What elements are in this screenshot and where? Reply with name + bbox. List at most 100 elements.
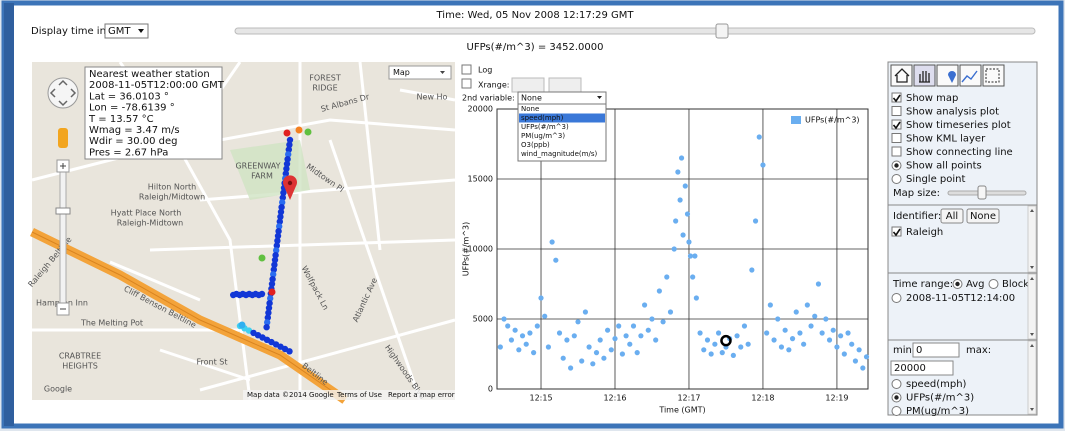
info-line: Wmag = 3.47 m/s [89,125,180,136]
time-slider-handle[interactable] [715,23,729,39]
scatter-point [497,344,503,350]
variable-radio[interactable] [891,406,902,416]
scatter-point [508,337,515,343]
scrollbar[interactable] [1027,340,1037,415]
track-dot [272,252,279,259]
scatter-point [604,327,611,333]
check-mark [892,228,901,237]
map-label: HEIGHTS [62,362,98,371]
scatter-point [534,323,540,329]
scatter-point [593,350,600,356]
xrange-max[interactable] [548,77,582,93]
time-item-radio[interactable] [891,293,902,303]
scrollbar[interactable] [1027,205,1037,273]
option-checkbox[interactable] [891,92,902,103]
scatter-point [782,327,788,333]
scatter-point [516,347,522,353]
option-checkbox[interactable] [891,133,902,143]
block-radio[interactable] [988,279,999,289]
dropdown-option[interactable]: wind_magnitude(m/s) [521,150,597,158]
map-size-slider[interactable] [947,190,1027,196]
scatter-point [778,344,785,350]
scatter-point [608,347,614,353]
radio-dot [894,395,899,400]
time-item: 2008-11-05T12:14:00 [906,293,1015,304]
track-dot [295,126,303,134]
variable-radio[interactable] [891,379,902,389]
xrange-checkbox[interactable] [461,78,472,89]
option-checkbox[interactable] [891,146,902,157]
track-dot [282,170,289,177]
x-axis-label: Time (GMT) [658,406,705,415]
scatter-point [616,323,622,329]
scatter-point [797,330,803,336]
dropdown-highlight [519,113,605,123]
track-dot [271,261,278,268]
track-dot [276,218,283,225]
pan-arrows [49,79,77,107]
map-size-handle[interactable] [977,185,987,200]
log-checkbox[interactable] [461,64,472,75]
all-button[interactable] [940,208,964,224]
track-dot [274,237,281,244]
info-box [84,66,223,160]
map-type-value: Map [393,68,410,77]
track-dot [268,288,276,296]
identifier-label: Identifier: [893,211,941,222]
scatter-point [841,351,847,357]
y-tick-label: 5000 [473,315,493,324]
x-tick-label: 12:15 [529,394,552,403]
option-checkbox[interactable] [891,106,902,116]
track-dot [284,156,291,163]
scatter-point [627,341,633,347]
scatter-point [712,341,718,347]
map-label: Hyatt Place North [111,209,182,218]
track-dot [264,319,271,326]
tool-button[interactable] [913,64,936,87]
track-dot [270,271,277,278]
tool-button[interactable] [959,64,982,87]
map-type-select[interactable] [388,65,452,80]
track-dot [279,199,286,206]
option-label: Show all points [906,161,982,172]
scatter-point [638,333,644,339]
check-mark [892,94,901,103]
min-value: 0 [916,345,922,356]
dropdown-option[interactable]: PM(ug/m^3) [521,132,565,140]
zoom-handle[interactable] [55,207,71,215]
zoom-bar[interactable] [59,159,67,316]
track-dot [267,295,274,302]
scatter-point [804,302,810,308]
track-dot [286,348,293,355]
time-slider[interactable] [234,27,1036,35]
scatter-point [571,333,577,339]
selected-point [720,334,732,347]
pan-control[interactable] [47,77,79,109]
scatter-point [801,341,807,347]
dropdown-option[interactable]: speed(mph) [521,114,564,122]
track-dot [286,136,294,144]
identifier-checkbox[interactable] [891,226,902,237]
dropdown-option[interactable]: None [521,105,539,113]
scatter-point [645,327,651,333]
map-footer: Map data ©2014 Google [247,391,334,399]
panel: Show map Show analysis plot Show timeserie… [887,61,1038,417]
map-label: FOREST [309,74,341,83]
scatter-point [623,333,629,339]
scatter-point [808,323,814,329]
scatter-point [863,354,870,360]
none-button[interactable] [966,208,1000,224]
time-title: Time: Wed, 05 Nov 2008 12:17:29 GMT [436,10,635,21]
xrange-min[interactable] [511,77,545,93]
scatter-point [738,344,744,350]
dropdown-option[interactable]: UFPs(#/m^3) [521,123,569,131]
max-input[interactable] [890,360,954,376]
option-radio[interactable] [891,174,902,184]
map-footer: Terms of Use [336,391,382,399]
time-select[interactable] [104,23,149,39]
min-input[interactable] [912,342,960,358]
scrollbar[interactable] [1027,273,1037,340]
option-checkbox[interactable] [891,119,902,130]
dropdown-option[interactable]: O3(ppb) [521,141,550,149]
